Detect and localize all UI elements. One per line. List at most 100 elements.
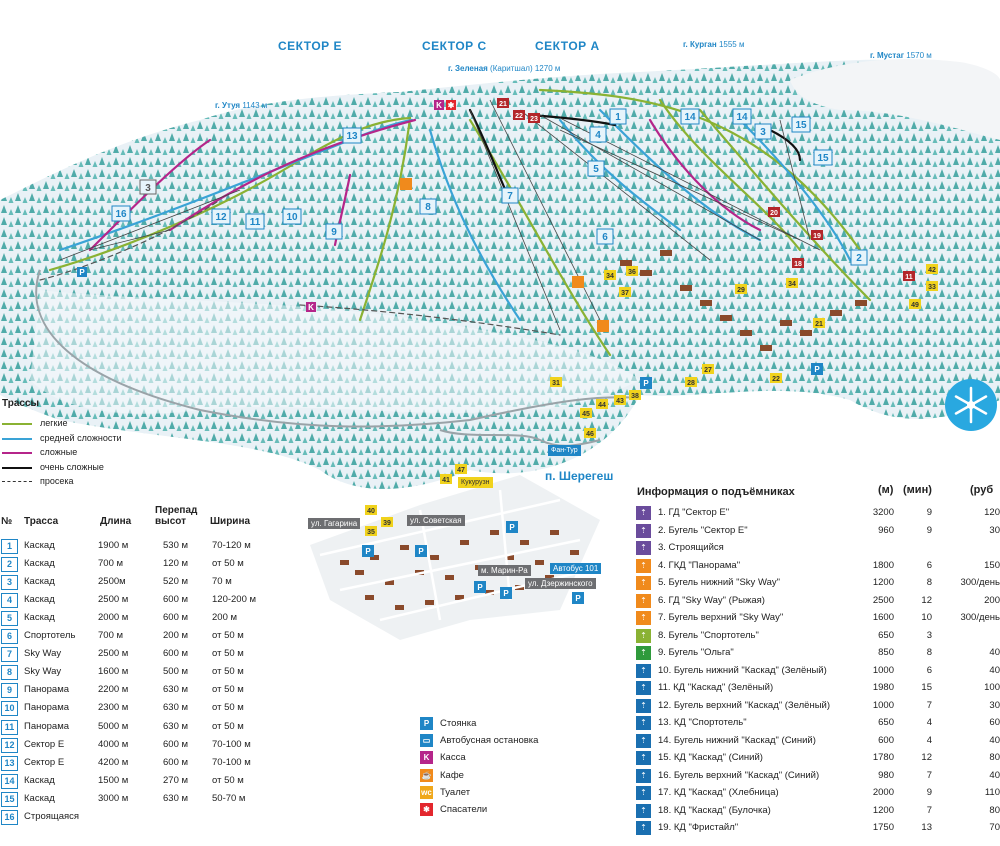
trail-width: от 50 м [212,648,244,660]
sector-label-a: СЕКТОР А [535,39,600,53]
lift-minutes: 6 [926,664,932,676]
lift-length: 1000 [872,699,894,711]
lift-minutes: 9 [926,524,932,536]
trail-medium [428,128,522,322]
lift-price: 40 [989,664,1000,676]
lift-station: 20 [768,207,780,217]
svg-text:8: 8 [425,202,431,213]
svg-text:31: 31 [552,380,560,387]
trail-name: Каскад [24,576,55,588]
trail-drop: 600 м [163,648,189,660]
trail-number: 15 [1,791,18,807]
legend-swatch [2,423,32,425]
lift-station: 27 [702,364,714,374]
svg-text:P: P [643,379,649,388]
trail-marker: 12 [211,208,231,225]
svg-text:47: 47 [457,467,465,474]
svg-text:14: 14 [736,112,748,123]
trail-number: 6 [1,629,18,645]
peak-label-mustag: г. Мустаг 1570 м [870,51,932,60]
rescue-icon: ✱ [420,803,433,816]
trail-drop: 600 м [163,756,189,768]
lift-icon: ⇡ [636,681,651,695]
road [439,429,601,447]
lift-station: 21 [497,98,509,108]
peak-name: г. Утуя [215,101,241,110]
trail-length: 1900 м [98,540,129,551]
legend-swatch [2,452,32,455]
legend-item: средней сложности [2,433,182,445]
lift-icon: ⇡ [636,593,651,608]
trail-width: от 50 м [212,558,244,570]
street-label: Кукурузн [458,477,493,488]
parking-icon: P [420,717,433,730]
trail-length: 2500 м [98,594,129,606]
trail-hard [168,118,417,232]
lift-name: 1. ГД "Сектор Е" [658,507,730,518]
lift-length: 600 [878,734,894,746]
trail-row: 13 Сектор Е 4200 м 600 м 70-100 м [0,755,262,772]
cafe-icon [597,320,609,332]
trail-marker: 5 [587,160,605,177]
trail-marker: 3 [139,179,157,195]
trail-marker: 1 [609,108,627,125]
trail-marker: 14 [732,108,752,125]
lift-station: 23 [528,113,540,123]
trail-width: от 50 м [212,774,244,786]
lift-row: ⇡ 5. Бугель нижний "Sky Way" 1200 8 300/день [636,575,1000,592]
trail-length: 4200 м [98,756,129,768]
trail-row: 8 Sky Way 1600 м 500 м от 50 м [0,664,262,681]
peak-elev: 1143 м [242,101,268,110]
lift-length: 650 [878,717,894,728]
legend-title: Трассы [2,398,40,409]
lift-icon: ⇡ [636,523,651,538]
bus-stop-label: Автобус 101 [550,563,602,574]
ticket-office-icon: K [420,751,433,765]
sector-label-e: СЕКТОР Е [278,39,342,53]
map-service-pins: P P P P P P P P P K K ✱ [77,100,823,604]
trail-row: 9 Панорама 2200 м 630 м от 50 м [0,682,262,699]
parking-icon: P [811,363,823,375]
legend-item: очень сложные [2,462,182,474]
trail-marker: 15 [791,116,811,133]
trail-row: 12 Сектор Е 4000 м 600 м 70-100 м [0,737,262,754]
trail-width: 70-100 м [212,756,251,768]
trail-width: от 50 м [212,666,244,678]
peak-name: г. Курган [683,40,717,49]
lift-length: 3200 [872,507,894,518]
lift-name: 11. КД "Каскад" (Зелёный) [658,682,774,693]
trail-marker: 15 [813,149,833,166]
lift-row: ⇡ 13. КД "Спортотель" 650 4 60 [636,715,1000,732]
lift-minutes: 9 [926,787,932,798]
lift-minutes: 10 [921,612,932,623]
lift-row: ⇡ 18. КД "Каскад" (Булочка) 1200 7 80 [636,803,1000,820]
svg-text:P: P [477,583,483,592]
lift-price: 300/день [960,612,1000,623]
lift-length: 650 [878,629,894,641]
street-label: ул. Дзержинского [525,578,596,589]
svg-text:36: 36 [628,269,636,276]
peak-elev: 1555 м [718,40,745,49]
svg-text:P: P [79,268,85,277]
svg-text:9: 9 [331,227,337,238]
trail-marker: 8 [419,198,437,215]
trail-length: 5000 м [98,720,129,732]
svg-text:29: 29 [737,287,745,294]
trail-row: 5 Каскад 2000 м 600 м 200 м [0,610,262,627]
svg-text:3: 3 [145,183,151,194]
service-label: Автобусная остановка [440,735,539,747]
lift-station: 22 [770,373,782,383]
lift-price: 30 [989,524,1000,536]
lift-length: 850 [878,647,894,658]
lift-station: 21 [813,318,825,328]
lift-station: 39 [381,517,393,527]
parking-icon: P [77,267,87,277]
trail-hard [88,138,212,252]
trail-width: от 50 м [212,684,244,696]
trail-markers: 13 14 14 15 15 3 1 4 5 7 8 9 10 11 12 16… [111,108,868,266]
lift-row: ⇡ 3. Строящийся [636,540,1000,557]
lift-length: 2000 [872,787,894,798]
svg-text:35: 35 [367,529,375,536]
lift-station: 34 [786,278,798,288]
lift-icon: ⇡ [636,628,651,643]
